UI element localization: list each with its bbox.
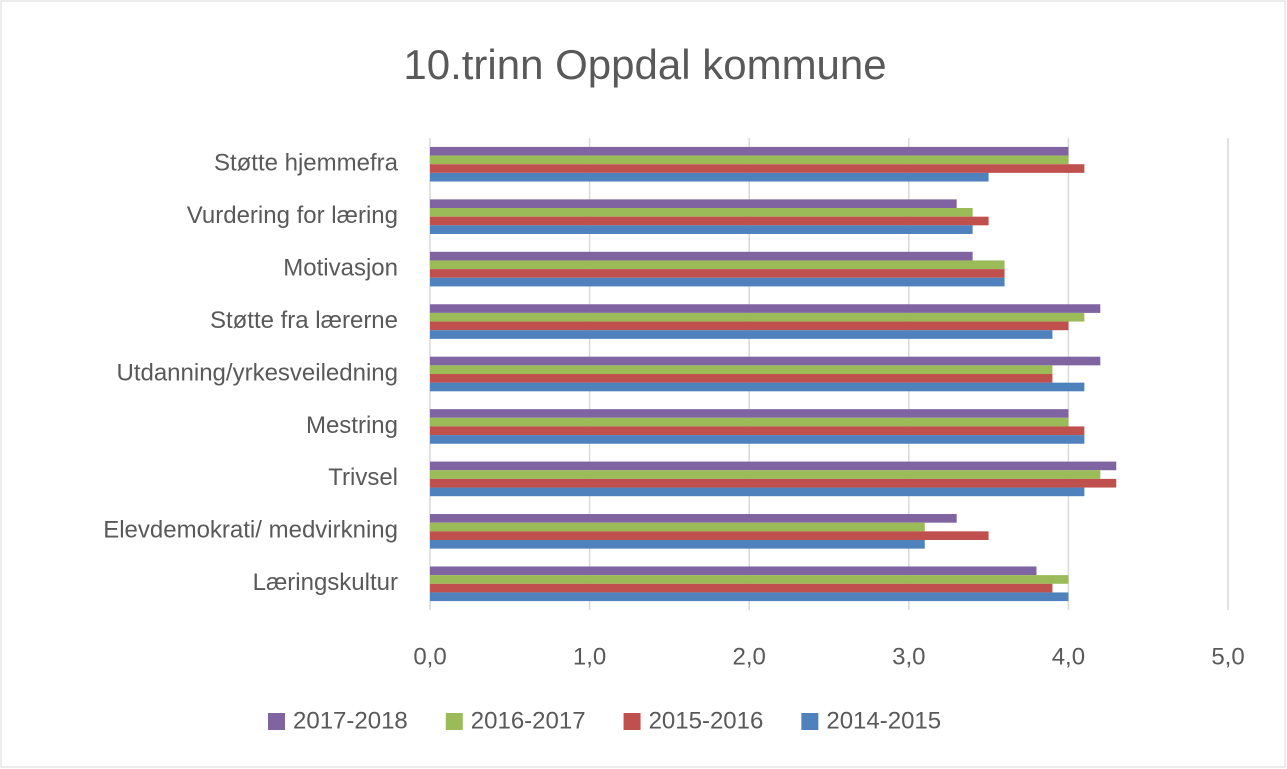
y-tick-label: Trivsel	[328, 464, 398, 491]
x-tick-label: 1,0	[573, 643, 606, 670]
bar	[430, 487, 1085, 497]
bar	[430, 374, 1053, 383]
bar	[430, 531, 989, 540]
bar	[430, 251, 973, 261]
bar	[430, 260, 1005, 270]
legend-swatch	[445, 713, 463, 730]
bar	[430, 312, 1085, 322]
bar	[430, 478, 1117, 488]
bar	[430, 225, 973, 234]
y-tick-label: Mestring	[306, 412, 398, 439]
bar	[430, 426, 1085, 436]
legend-label: 2016-2017	[471, 707, 586, 734]
chart-title: 10.trinn Oppdal kommune	[403, 41, 886, 88]
bar	[430, 382, 1085, 392]
bar	[430, 216, 989, 226]
bar	[430, 277, 1005, 287]
legend-label: 2014-2015	[826, 707, 941, 734]
bar	[430, 208, 973, 217]
bar	[430, 514, 957, 523]
bar	[430, 321, 1069, 331]
bar	[430, 575, 1069, 584]
bar	[430, 583, 1053, 593]
bar	[430, 164, 1085, 173]
bar	[430, 592, 1069, 602]
y-tick-label: Støtte fra lærerne	[210, 307, 398, 334]
y-tick-label: Vurdering for læring	[187, 202, 398, 229]
bar	[430, 566, 1037, 576]
bar	[430, 417, 1069, 427]
legend-swatch	[268, 713, 285, 730]
x-tick-label: 0,0	[413, 643, 446, 670]
bar	[430, 461, 1117, 471]
bar	[430, 304, 1101, 313]
bar	[430, 330, 1053, 339]
x-tick-label: 3,0	[892, 643, 925, 670]
legend-label: 2017-2018	[293, 707, 408, 734]
y-tick-label: Motivasjon	[283, 254, 398, 281]
bar	[430, 409, 1069, 418]
bar	[430, 172, 989, 182]
y-tick-label: Elevdemokrati/ medvirkning	[103, 517, 398, 544]
x-tick-label: 4,0	[1052, 643, 1085, 670]
x-tick-label: 5,0	[1211, 643, 1244, 670]
legend-swatch	[801, 713, 819, 730]
bar	[430, 155, 1069, 165]
legend-label: 2015-2016	[649, 707, 764, 734]
y-tick-label: Støtte hjemmefra	[214, 150, 399, 177]
bar	[430, 146, 1069, 156]
bar	[430, 522, 925, 532]
bar	[430, 199, 957, 209]
bar	[430, 435, 1085, 444]
bar	[430, 356, 1101, 366]
y-tick-label: Læringskultur	[253, 569, 398, 596]
bar	[430, 269, 1005, 278]
bar	[430, 365, 1053, 374]
bar	[430, 470, 1101, 479]
bar	[430, 539, 925, 549]
legend-swatch	[623, 713, 641, 730]
x-tick-label: 2,0	[733, 643, 766, 670]
y-tick-label: Utdanning/yrkesveiledning	[116, 359, 398, 386]
